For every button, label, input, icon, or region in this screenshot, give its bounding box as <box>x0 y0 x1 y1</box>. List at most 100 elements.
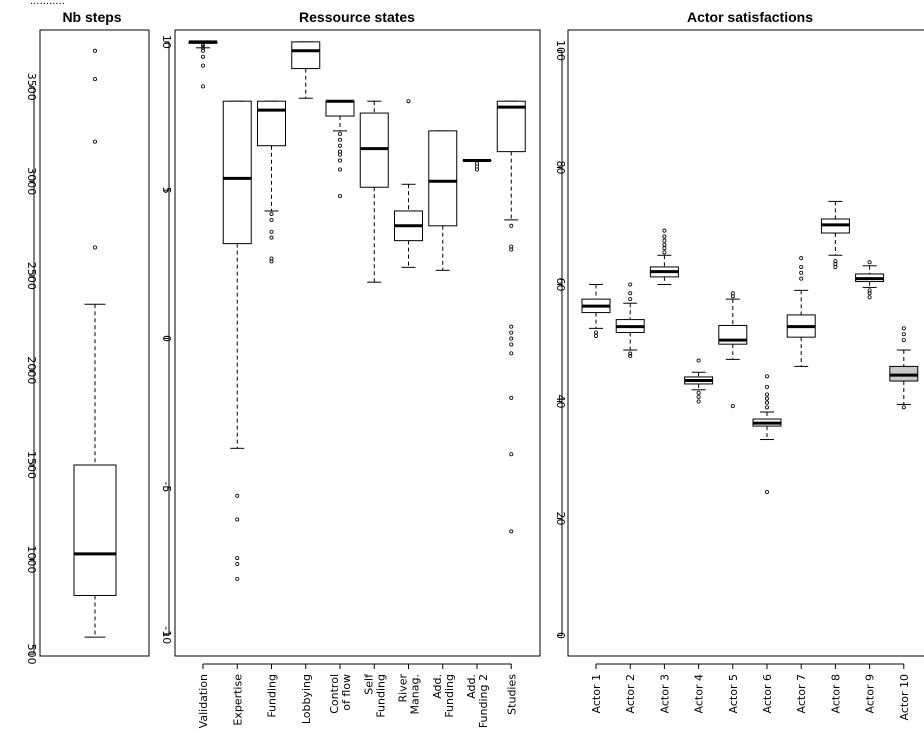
y-tick-label: 5 <box>160 187 173 194</box>
y-tick-label: 2500 <box>25 262 38 290</box>
outlier-point <box>200 84 205 89</box>
outlier-point <box>765 392 770 397</box>
y-tick-label: 2000 <box>25 356 38 384</box>
outlier-point <box>765 374 770 379</box>
outlier-point <box>337 152 342 157</box>
outlier-point <box>235 562 240 567</box>
plot-frame <box>174 29 541 657</box>
category-label-line: Funding <box>443 674 456 718</box>
category-label: Actor 7 <box>795 674 808 713</box>
y-tick-label: 0 <box>554 632 567 639</box>
box-3 <box>257 100 286 264</box>
y-tick-label: 100 <box>554 40 567 61</box>
y-tick-label: 3500 <box>25 73 38 101</box>
outlier-point <box>628 297 633 302</box>
outlier-point <box>867 295 872 300</box>
outlier-point <box>93 245 98 250</box>
category-label: SelfFunding <box>362 673 387 718</box>
outlier-point <box>235 517 240 522</box>
outlier-point <box>696 358 701 363</box>
box-1 <box>73 48 117 638</box>
outlier-point <box>799 264 804 269</box>
category-label: Actor 2 <box>624 674 637 713</box>
outlier-point <box>594 333 599 338</box>
y-tick-label: -10 <box>160 626 173 644</box>
outlier-point <box>474 167 479 172</box>
panel-actor-satisfactions: Actor satisfactions 0 20 40 60 80 100 Actor 1 A… <box>554 9 924 720</box>
box-2 <box>222 100 252 581</box>
category-label: Actor 3 <box>658 674 671 713</box>
panel-title: Nb steps <box>62 9 121 25</box>
outlier-point <box>235 576 240 581</box>
category-label-line: Actor 7 <box>795 674 808 713</box>
outlier-point <box>337 143 342 148</box>
outlier-point <box>628 291 633 296</box>
category-label: Add.Funding 2 <box>465 674 490 728</box>
box-6 <box>359 100 389 283</box>
box-7 <box>786 256 816 367</box>
category-label: Studies <box>505 674 518 715</box>
y-tick-label: 0 <box>160 335 173 342</box>
category-label: Actor 10 <box>898 674 911 720</box>
box-iqr <box>257 100 286 147</box>
panel-ressource-states: Ressource states -10 -5 0 5 10 Validation Expe… <box>160 9 541 728</box>
category-label-line: Lobbying <box>300 674 313 724</box>
category-label-line: Actor 5 <box>727 674 740 713</box>
outlier-point <box>200 54 205 59</box>
box-7 <box>394 99 423 268</box>
y-tick-label: 500 <box>25 644 38 665</box>
box-4 <box>291 41 321 99</box>
category-label-line: Actor 3 <box>658 674 671 713</box>
outlier-point <box>337 194 342 199</box>
category-label-line: Funding 2 <box>477 674 490 728</box>
outlier-point <box>235 493 240 498</box>
box-iqr <box>496 100 526 153</box>
category-label-line: Actor 6 <box>761 674 774 713</box>
outlier-point <box>269 217 274 222</box>
outlier-point <box>696 394 701 399</box>
y-tick-label: 1000 <box>25 546 38 574</box>
box-9 <box>855 260 885 300</box>
outlier-point <box>509 529 514 534</box>
top-cropped-text: ........... <box>30 0 65 7</box>
outlier-point <box>509 247 514 252</box>
outlier-point <box>662 234 667 239</box>
panel-title: Actor satisfactions <box>687 9 813 25</box>
outlier-point <box>765 490 770 495</box>
box-iqr <box>428 130 458 227</box>
category-label-line: Actor 4 <box>693 674 706 713</box>
y-tick-label: -5 <box>160 481 173 492</box>
box-1 <box>188 40 218 89</box>
outlier-point <box>235 556 240 561</box>
plot-frame <box>567 29 924 657</box>
plot-frame <box>39 29 150 657</box>
outlier-point <box>509 336 514 341</box>
outlier-point <box>867 260 872 265</box>
category-label-line: Add. <box>431 674 444 699</box>
outlier-point <box>337 167 342 172</box>
category-label-line: Expertise <box>231 674 244 726</box>
category-label-line: Studies <box>505 674 518 715</box>
y-tick-label: 3000 <box>25 167 38 195</box>
outlier-point <box>765 384 770 389</box>
outlier-point <box>269 259 274 264</box>
category-label: Lobbying <box>300 674 313 724</box>
outlier-point <box>93 77 98 82</box>
outlier-point <box>509 351 514 356</box>
category-label: Actor 1 <box>590 674 603 713</box>
outlier-point <box>833 264 838 269</box>
outlier-point <box>765 400 770 405</box>
box-4 <box>684 358 714 404</box>
category-label: Expertise <box>231 674 244 726</box>
category-label: Controlof flow <box>328 674 353 714</box>
outlier-point <box>662 242 667 247</box>
box-iqr <box>291 41 321 70</box>
category-label-line: Funding <box>374 674 387 718</box>
outlier-point <box>628 353 633 358</box>
outlier-point <box>730 404 735 409</box>
category-label-line: Validation <box>197 674 210 728</box>
outlier-point <box>662 246 667 251</box>
box-6 <box>752 374 782 495</box>
outlier-point <box>662 238 667 243</box>
